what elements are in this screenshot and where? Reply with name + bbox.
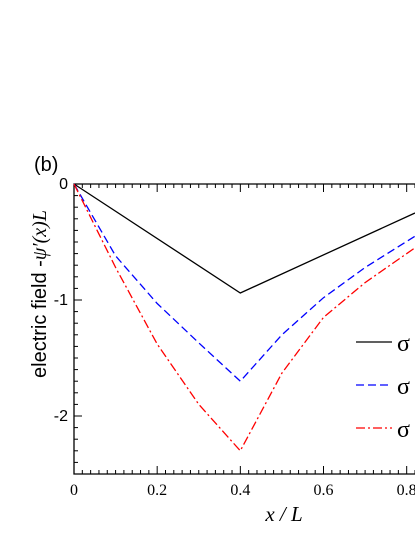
series-line-2 [73,183,415,383]
series-layer [73,183,415,452]
series-line-3 [73,183,415,452]
x-axis-label: x / L [264,502,302,526]
y-axis-label-math: ψ′(x)L [29,210,51,260]
y-axis-label-text: electric field - [29,260,51,378]
y-tick-label: -1 [54,292,68,309]
plot-axes: 0 0.2 0.4 0.6 0.8 0 -1 -2 [54,176,415,499]
x-tick-label: 0.8 [397,482,415,499]
plot-frame [73,183,415,475]
legend-label-2: σ [397,374,410,400]
x-tick-label: 0 [70,482,78,499]
y-tick-label: 0 [59,176,68,193]
panel-label: (b) [34,154,58,176]
x-tick-label: 0.6 [314,482,334,499]
series-line-1 [73,183,415,294]
x-tick-label: 0.4 [230,482,250,499]
legend: σσσ [356,331,410,443]
y-axis-label: electric field -ψ′(x)L [29,210,51,378]
y-tick-label: -2 [54,408,68,425]
x-tick-label: 0.2 [147,482,167,499]
legend-label-1: σ [397,331,410,357]
legend-label-3: σ [397,417,410,443]
